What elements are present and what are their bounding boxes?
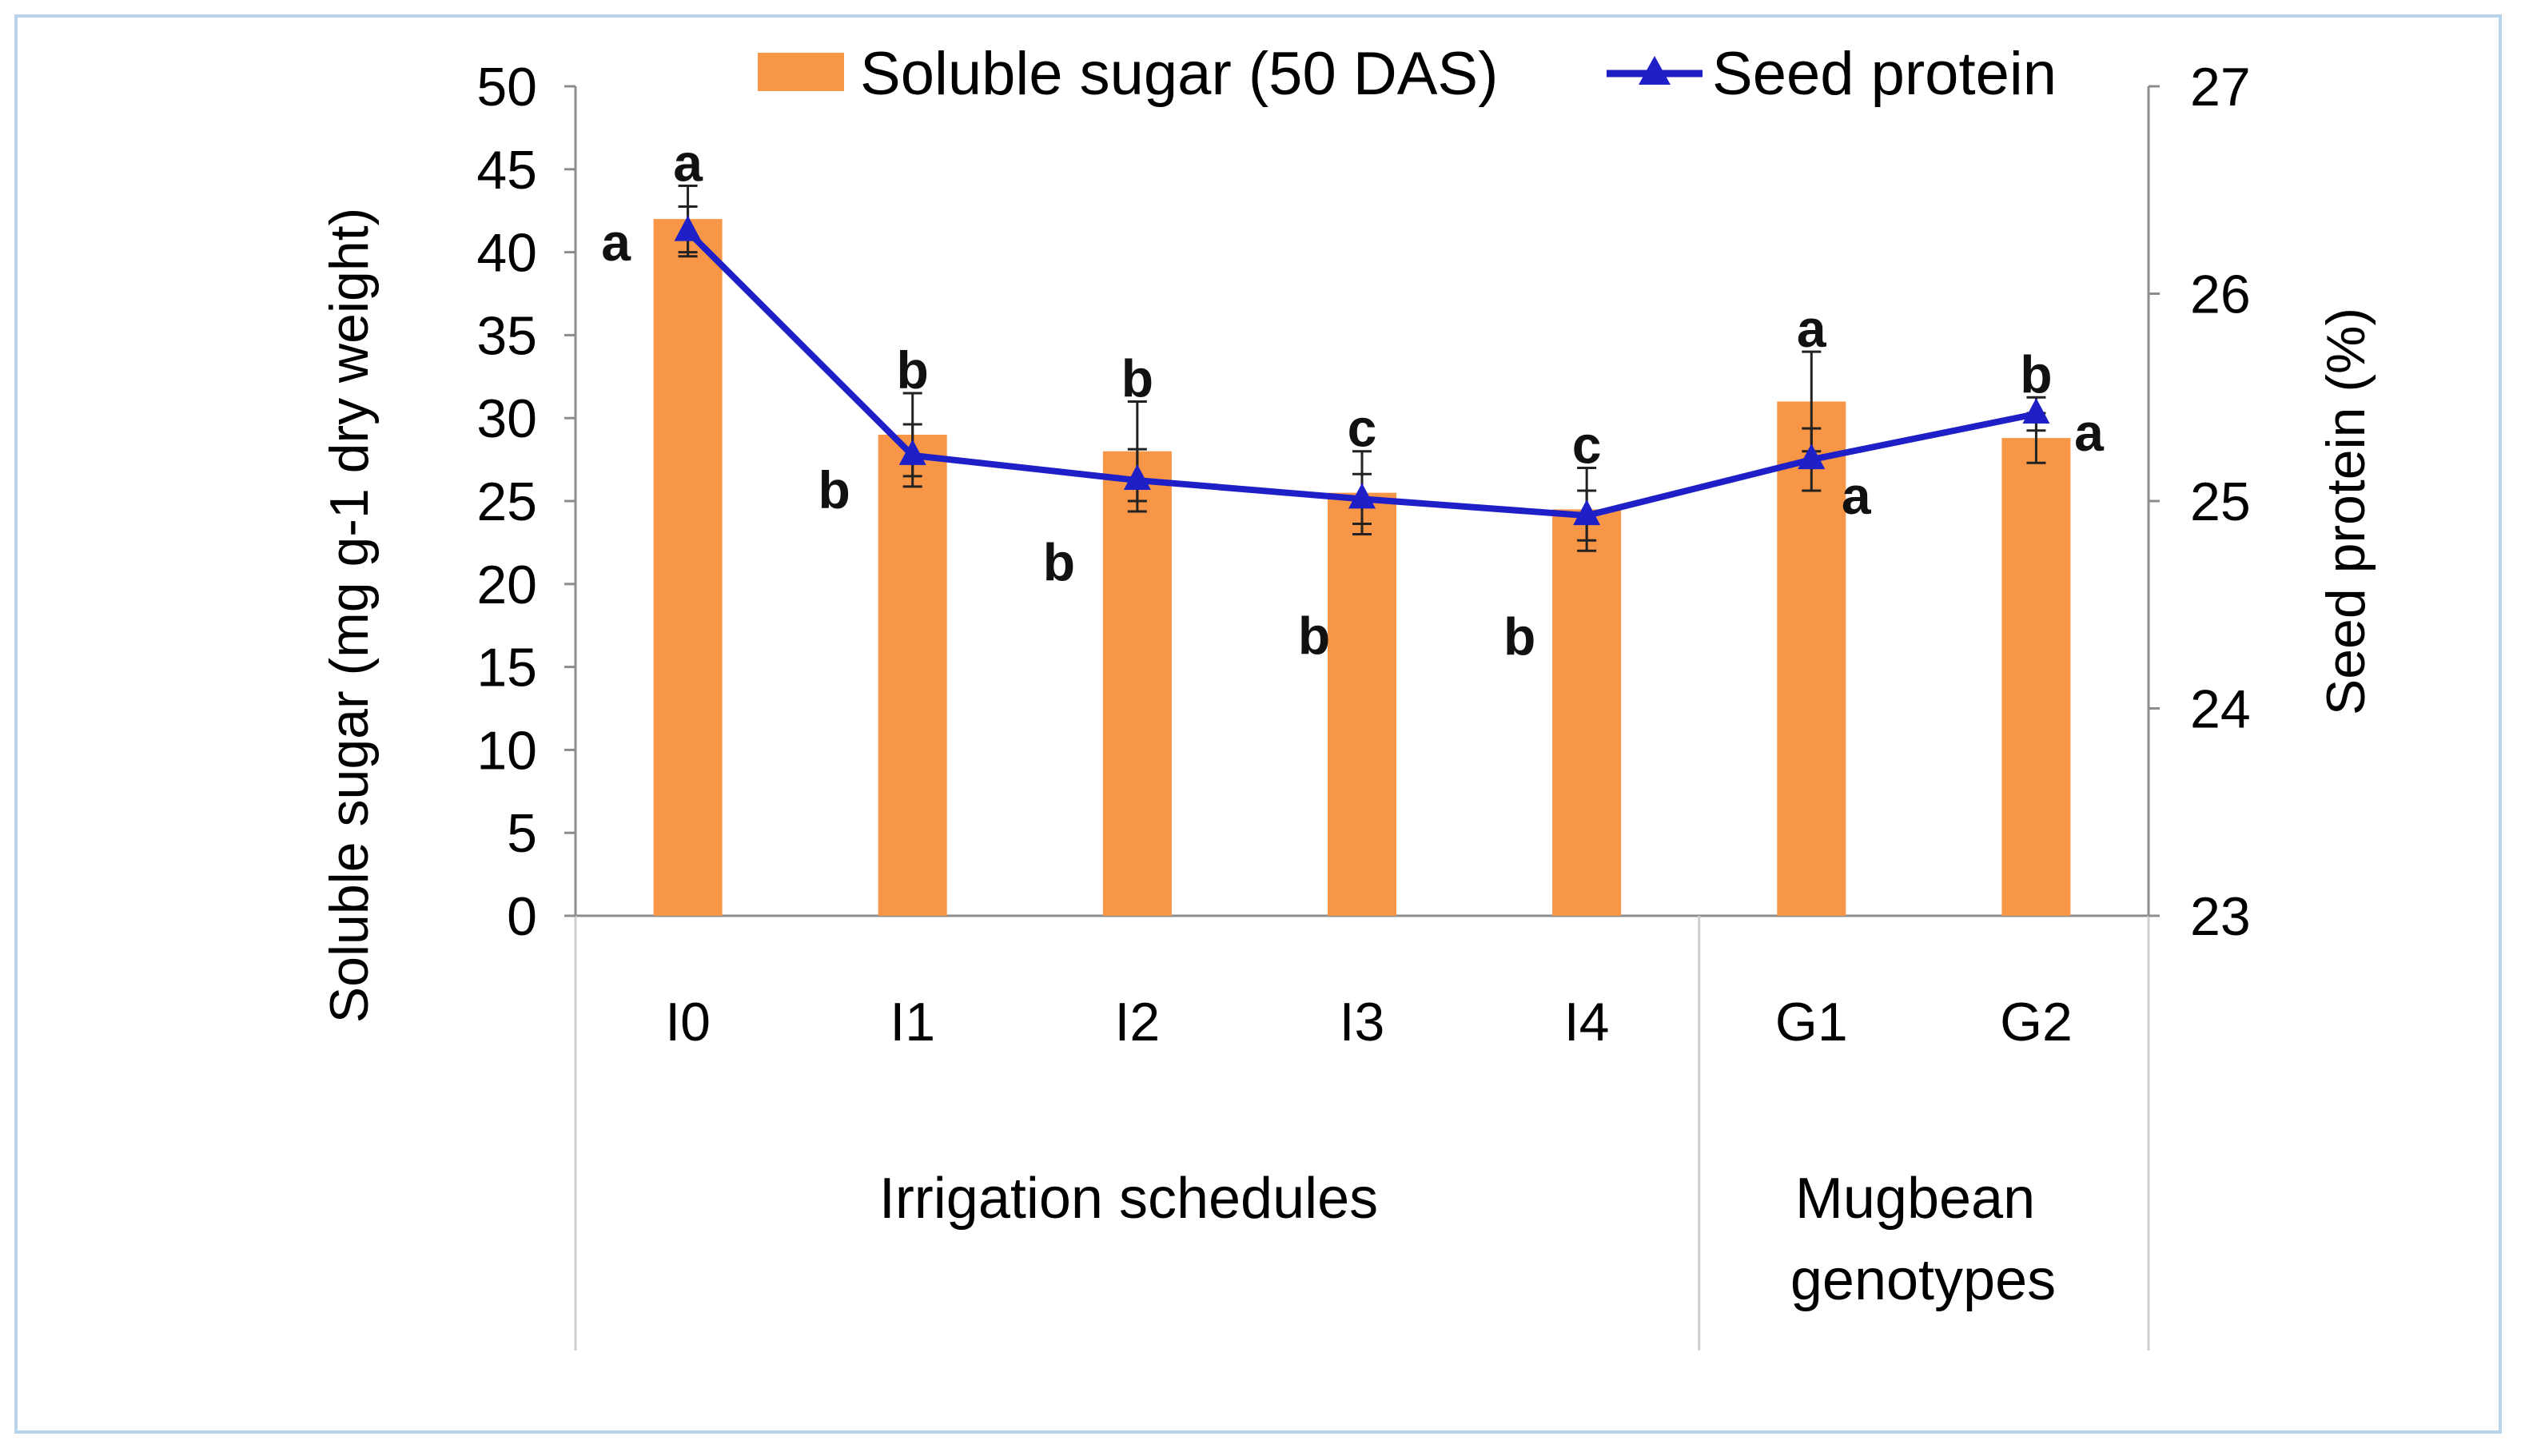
x-tick-label: I3 bbox=[1340, 992, 1385, 1052]
significance-letter-seed-protein: b bbox=[897, 340, 929, 400]
x-tick-label: G1 bbox=[1775, 992, 1848, 1052]
group-label-genotypes-line2: genotypes bbox=[1790, 1248, 2056, 1312]
bar-soluble-sugar bbox=[653, 219, 723, 917]
legend-label-seed-protein: Seed protein bbox=[1712, 40, 2057, 108]
bar-soluble-sugar bbox=[1328, 492, 1396, 916]
y-tick-label-right: 26 bbox=[2190, 265, 2251, 325]
y-tick-label-left: 40 bbox=[476, 223, 537, 284]
axes-layer: 0 5 10 15 20 25 30 35 40 45 50 23 24 25 26 27 I0 I1 I2 I3 I4… bbox=[476, 57, 2251, 1351]
x-tick-label: I4 bbox=[1564, 992, 1610, 1052]
significance-letter-seed-protein: a bbox=[1797, 299, 1827, 358]
significance-letter-soluble-sugar: b bbox=[1043, 533, 1075, 592]
x-tick-label: G2 bbox=[2000, 992, 2073, 1052]
y-tick-label-right: 27 bbox=[2190, 57, 2251, 117]
y-tick-label-right: 25 bbox=[2190, 471, 2251, 532]
y-tick-label-left: 50 bbox=[476, 57, 537, 117]
y-tick-label-left: 25 bbox=[476, 471, 537, 532]
legend: Soluble sugar (50 DAS) Seed protein bbox=[758, 40, 2057, 108]
line-layer bbox=[674, 205, 2050, 542]
significance-letter-seed-protein: c bbox=[1348, 399, 1377, 458]
y-tick-label-right: 23 bbox=[2190, 886, 2251, 947]
significance-letter-soluble-sugar: b bbox=[818, 460, 850, 519]
group-label-irrigation: Irrigation schedules bbox=[879, 1167, 1378, 1231]
bar-soluble-sugar bbox=[1102, 451, 1172, 916]
bar-soluble-sugar bbox=[1552, 509, 1622, 916]
y-tick-label-right: 24 bbox=[2190, 679, 2251, 740]
marker-seed-protein bbox=[2022, 398, 2050, 424]
y-tick-label-left: 15 bbox=[476, 638, 537, 698]
marker-seed-protein bbox=[674, 215, 702, 241]
group-label-genotypes-line1: Mugbean bbox=[1795, 1167, 2035, 1231]
bar-soluble-sugar bbox=[2001, 438, 2071, 916]
significance-letter-soluble-sugar: a bbox=[1842, 466, 1872, 525]
y-tick-label-left: 5 bbox=[507, 803, 537, 864]
x-tick-label: I1 bbox=[890, 992, 935, 1052]
y-tick-label-left: 20 bbox=[476, 555, 537, 615]
y-tick-label-left: 10 bbox=[476, 720, 537, 781]
marker-seed-protein bbox=[1573, 499, 1601, 526]
y-tick-label-left: 0 bbox=[507, 886, 537, 947]
significance-letter-soluble-sugar: a bbox=[601, 213, 631, 272]
x-tick-label: I0 bbox=[665, 992, 711, 1052]
bar-soluble-sugar bbox=[878, 434, 947, 916]
y-axis-title-left: Soluble sugar (mg g-1 dry weight) bbox=[319, 208, 380, 1023]
y-axis-title-right: Seed protein (%) bbox=[2316, 308, 2376, 715]
figure-frame bbox=[14, 14, 2502, 1434]
significance-letter-seed-protein: b bbox=[1121, 348, 1153, 408]
significance-letter-soluble-sugar: b bbox=[1298, 607, 1330, 666]
legend-marker-seed-protein bbox=[1639, 56, 1671, 85]
significance-letter-soluble-sugar: b bbox=[1503, 607, 1535, 666]
significance-letter-seed-protein: c bbox=[1572, 415, 1602, 474]
y-tick-label-left: 35 bbox=[476, 305, 537, 366]
marker-seed-protein bbox=[1123, 464, 1151, 491]
marker-seed-protein bbox=[1798, 444, 1826, 470]
legend-label-soluble-sugar: Soluble sugar (50 DAS) bbox=[860, 40, 1498, 108]
bars-layer bbox=[653, 185, 2071, 917]
significance-letter-seed-protein: a bbox=[673, 133, 703, 193]
y-tick-label-left: 30 bbox=[476, 388, 537, 449]
marker-seed-protein bbox=[898, 439, 926, 465]
group-label-genotypes: Mugbean genotypes bbox=[1790, 1167, 2056, 1312]
marker-seed-protein bbox=[1348, 483, 1376, 509]
x-tick-label: I2 bbox=[1114, 992, 1160, 1052]
legend-swatch-soluble-sugar bbox=[758, 53, 844, 91]
y-tick-label-left: 45 bbox=[476, 140, 537, 201]
significance-letter-seed-protein: b bbox=[2020, 344, 2052, 404]
significance-letter-soluble-sugar: a bbox=[2074, 403, 2105, 462]
